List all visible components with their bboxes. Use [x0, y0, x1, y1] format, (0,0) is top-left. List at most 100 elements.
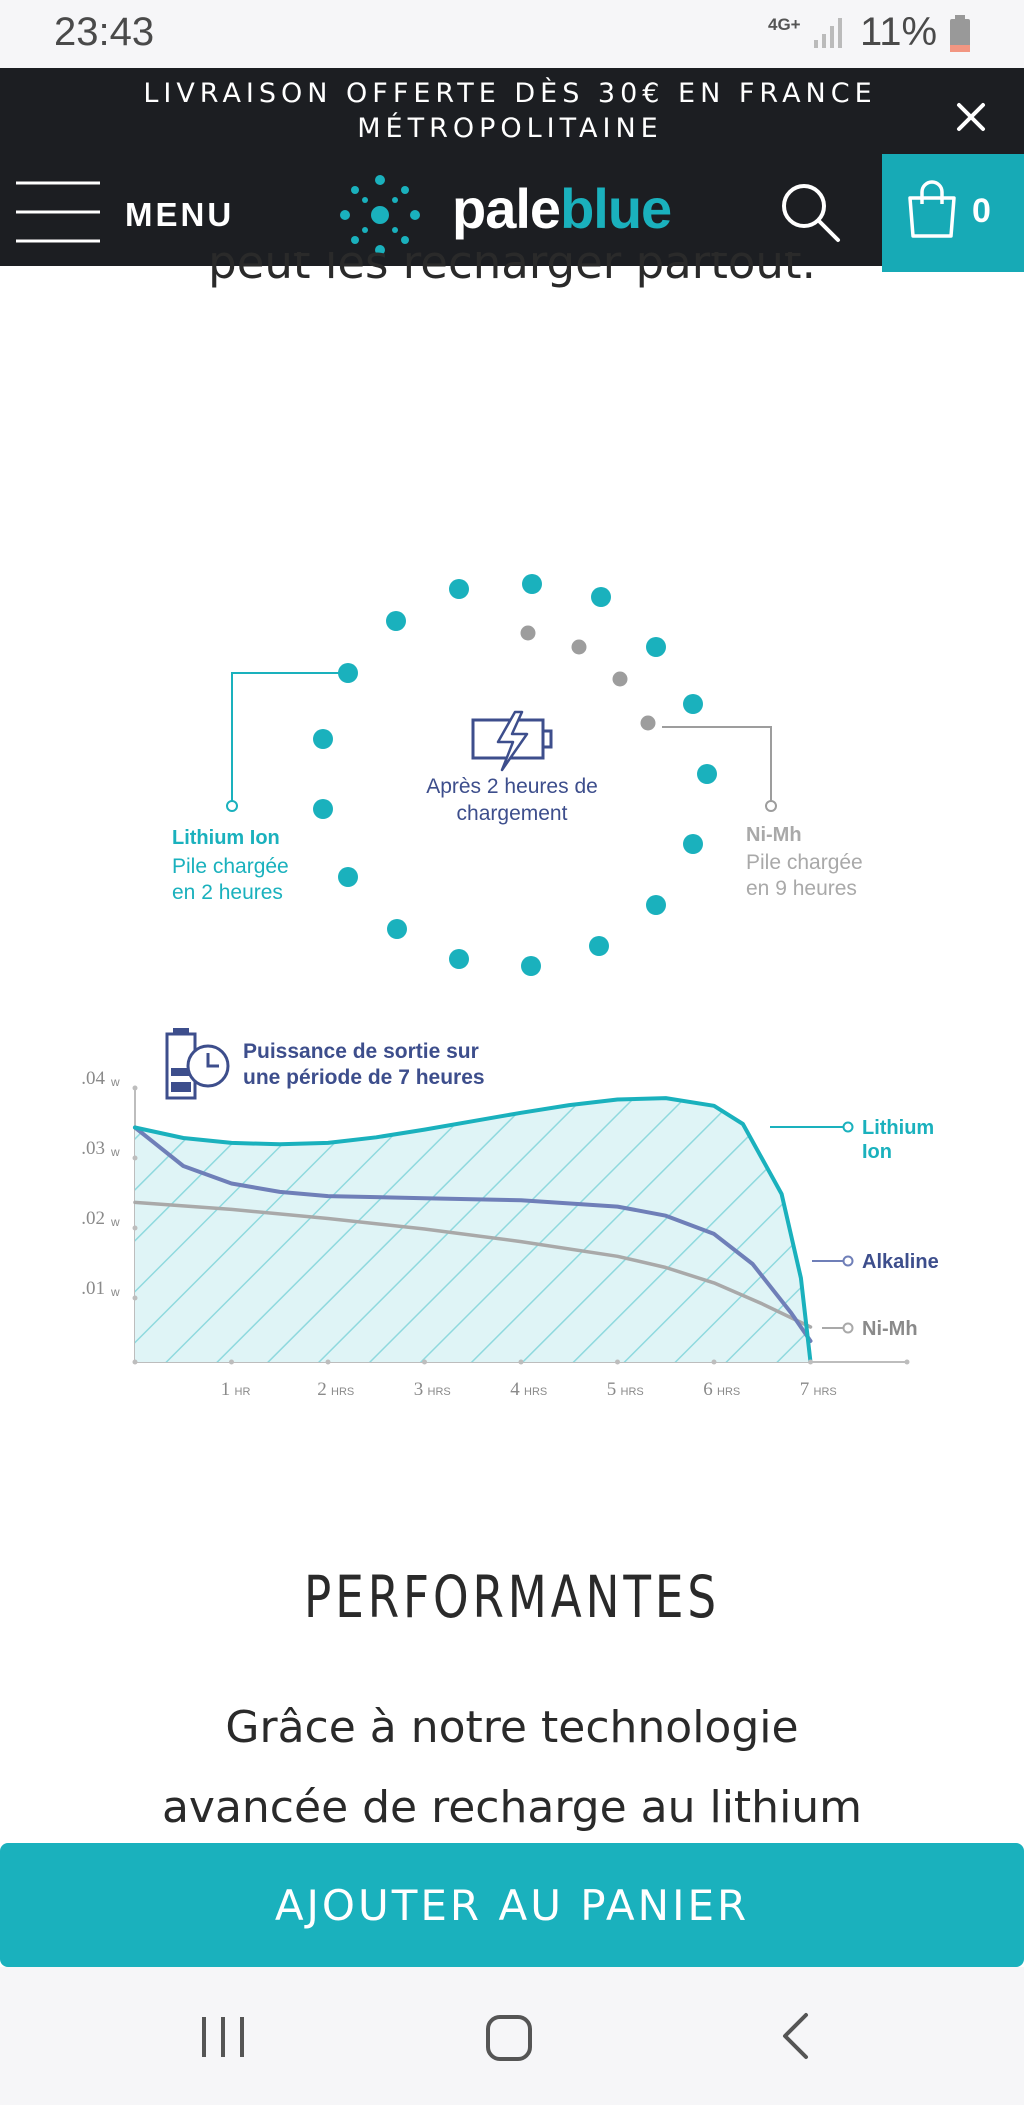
signal-icon: [814, 18, 842, 48]
legend-label: Alkaline: [862, 1251, 939, 1273]
chart-clock-battery-icon: [165, 1028, 230, 1100]
x-tick-unit: HRS: [524, 1386, 547, 1398]
logo-dots-icon: [340, 175, 420, 255]
y-tick-label: .02: [81, 1208, 105, 1229]
cart-count[interactable]: 0: [972, 192, 991, 230]
battery-percent: 11%: [860, 10, 938, 54]
ring-dot-teal: [522, 574, 542, 594]
site-header: [0, 154, 1024, 266]
y-tick-unit: w: [110, 1215, 120, 1229]
ring-dot-teal: [683, 834, 703, 854]
nimh-leader-dot: [765, 800, 777, 812]
ring-dot-teal: [387, 919, 407, 939]
legend-label: Lithium: [862, 1117, 934, 1139]
ring-dot-gray: [640, 715, 656, 731]
ring-dot-teal: [449, 949, 469, 969]
ring-dot-teal: [449, 579, 469, 599]
add-to-cart-button[interactable]: AJOUTER AU PANIER: [0, 1843, 1024, 1967]
y-tick-unit: w: [110, 1075, 120, 1089]
charging-battery-icon: [471, 710, 553, 772]
site-logo[interactable]: paleblue: [452, 176, 672, 241]
y-tick-label: .01: [81, 1278, 105, 1299]
search-icon[interactable]: [778, 180, 842, 244]
center-text-line-1: Après 2 heures de: [426, 775, 598, 798]
x-tick-unit: HRS: [814, 1386, 837, 1398]
ring-dot-gray: [520, 625, 536, 641]
announcement-bar: [0, 68, 1024, 154]
battery-icon: [950, 15, 970, 52]
x-tick-label: 5: [607, 1379, 617, 1400]
hamburger-menu-icon[interactable]: [14, 180, 102, 244]
x-tick-label: 2: [317, 1379, 327, 1400]
lithium-area-fill: [135, 1098, 811, 1362]
y-tick-label: .03: [81, 1138, 105, 1159]
system-navigation-bar: [0, 1967, 1024, 2105]
close-icon[interactable]: [950, 96, 992, 138]
legend-leader-dot: [842, 1255, 854, 1267]
ring-dot-teal: [386, 611, 406, 631]
announcement-text: LIVRAISON OFFERTE DÈS 30€ EN FRANCE MÉTR…: [140, 76, 880, 146]
ring-dot-teal: [313, 799, 333, 819]
y-tick-label: .04: [81, 1068, 105, 1089]
ring-dot-teal: [683, 694, 703, 714]
lithium-leader-dot: [226, 800, 238, 812]
x-tick-unit: HR: [235, 1386, 251, 1398]
x-tick-unit: HRS: [621, 1386, 644, 1398]
x-tick-label: 7: [800, 1379, 810, 1400]
x-tick: [229, 1359, 234, 1365]
chart-title-line-2: une période de 7 heures: [243, 1066, 485, 1089]
x-tick: [132, 1359, 138, 1365]
lithium-title: Lithium Ion: [172, 827, 280, 849]
legend-label: Ni-Mh: [862, 1318, 918, 1340]
nimh-title: Ni-Mh: [746, 824, 802, 846]
x-tick-unit: HRS: [717, 1386, 740, 1398]
x-tick-unit: HRS: [331, 1386, 354, 1398]
shopping-bag-icon[interactable]: [905, 180, 959, 240]
ring-dot-teal: [697, 764, 717, 784]
battery-comparison-figure: Après 2 heures de chargement Lithium Ion…: [81, 574, 939, 1400]
ring-dot-teal: [338, 867, 358, 887]
add-to-cart-label: AJOUTER AU PANIER: [274, 1880, 750, 1930]
ring-dot-gray: [612, 671, 628, 687]
partial-text-line: peut les recharger partout.: [0, 252, 1024, 302]
power-output-chart: 1 HR 2 HRS 3 HRS 4 HRS 5 HRS 6 HRS 7 HRS .04 w .03 w .02 w.…: [81, 1068, 938, 1400]
section-body: Grâce à notre technologie avancée de rec…: [0, 1688, 1024, 1848]
series-line-alkaline: [133, 1125, 813, 1343]
legend-leader-dot: [842, 1121, 854, 1133]
announcement-line-2: MÉTROPOLITAINE: [357, 113, 663, 144]
announcement-line-1: LIVRAISON OFFERTE DÈS 30€ EN FRANCE: [143, 78, 877, 109]
x-tick-label: 1: [221, 1379, 231, 1400]
x-tick: [904, 1359, 910, 1365]
partial-text-content: peut les recharger partout.: [208, 252, 816, 289]
x-tick: [422, 1359, 427, 1365]
x-tick-label: 3: [414, 1379, 424, 1400]
x-tick-label: 6: [703, 1379, 713, 1400]
section-body-line-2: avancée de recharge au lithium: [161, 1782, 863, 1833]
logo-text-pale: pale: [452, 177, 561, 240]
section-body-line-1: Grâce à notre technologie: [225, 1702, 799, 1753]
lithium-line-1: Pile chargée: [172, 855, 289, 878]
x-tick: [711, 1359, 717, 1365]
x-tick: [518, 1359, 524, 1365]
chart-title-line-1: Puissance de sortie sur: [243, 1040, 479, 1063]
series-line-lithium-ion: [133, 1096, 813, 1364]
ring-dot-teal: [646, 637, 666, 657]
home-icon[interactable]: [485, 2014, 533, 2062]
back-icon[interactable]: [780, 2012, 810, 2060]
x-tick-label: 4: [510, 1379, 520, 1400]
network-type-indicator: 4G+: [768, 15, 801, 34]
y-tick: [132, 1155, 138, 1161]
nimh-line-2: en 9 heures: [746, 877, 857, 900]
ring-dot-teal: [591, 587, 611, 607]
center-text-line-2: chargement: [457, 802, 568, 825]
logo-text-blue: blue: [560, 177, 672, 240]
status-time: 23:43: [54, 10, 155, 54]
lithium-leader-line: [231, 672, 348, 806]
recent-apps-icon[interactable]: [200, 2015, 246, 2059]
x-tick: [615, 1359, 620, 1365]
menu-button-label[interactable]: MENU: [125, 196, 235, 233]
status-bar: [0, 0, 1024, 68]
y-tick: [132, 1085, 138, 1091]
legend-leader-dot: [842, 1322, 854, 1334]
ring-dot-teal: [646, 895, 666, 915]
